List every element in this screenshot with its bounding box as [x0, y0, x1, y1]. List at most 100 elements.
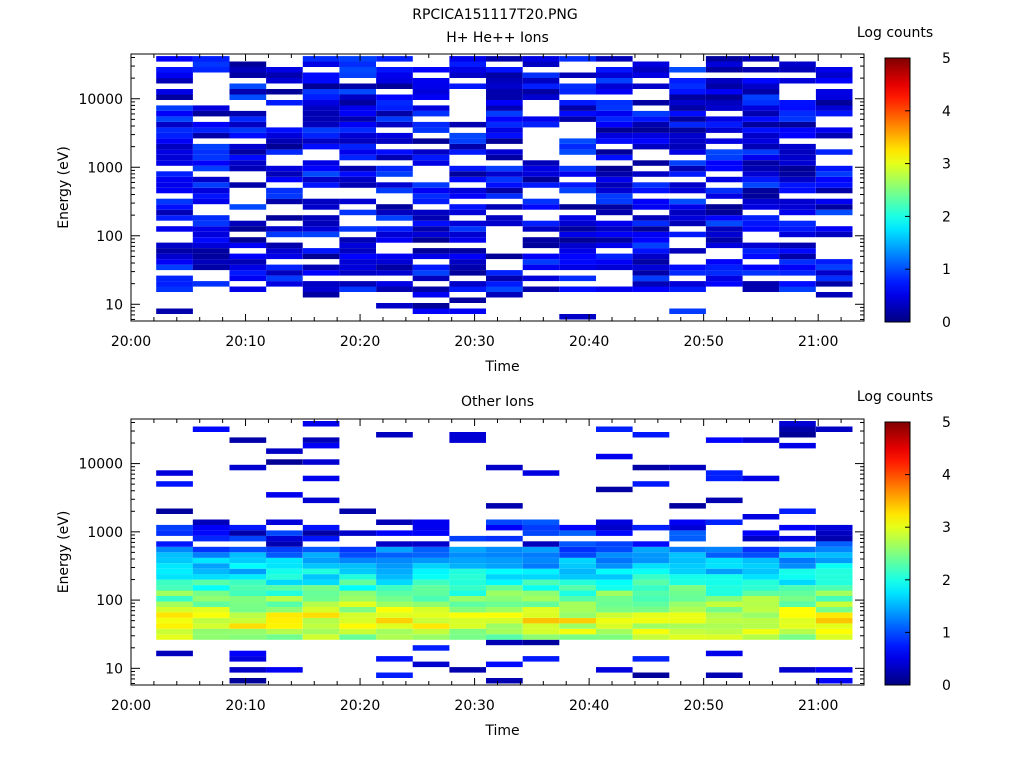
heatmap-cell [486, 220, 523, 227]
heatmap-cell [486, 552, 523, 558]
heatmap-cell [192, 121, 230, 128]
heatmap-cell [742, 94, 780, 100]
heatmap-cell [705, 590, 743, 596]
heatmap-cell [156, 259, 193, 265]
heatmap-cell [559, 83, 596, 89]
heatmap-cell [192, 426, 230, 432]
heatmap-cell [632, 259, 670, 265]
heatmap-cell [632, 590, 670, 596]
heatmap-cell [229, 165, 267, 172]
colorbar-tick-label: 1 [942, 262, 951, 278]
heatmap-cell [449, 187, 486, 194]
heatmap-cell [559, 231, 596, 238]
heatmap-cell [229, 270, 267, 276]
heatmap-cell [669, 248, 706, 254]
heatmap-cell [376, 253, 413, 260]
heatmap-cell [339, 612, 376, 618]
heatmap-cell [596, 546, 633, 553]
heatmap-cell [376, 270, 413, 276]
heatmap-cell [266, 596, 303, 602]
heatmap-cell [779, 160, 816, 166]
heatmap-cell [229, 524, 267, 531]
heatmap-cell [339, 623, 376, 629]
heatmap-cell [522, 286, 560, 292]
heatmap-cell [705, 264, 743, 271]
heatmap-cell [815, 601, 853, 607]
heatmap-cell [156, 143, 193, 150]
heatmap-cell [339, 248, 376, 254]
heatmap-cell [815, 72, 853, 78]
heatmap-cell [229, 606, 267, 613]
heatmap-cell [632, 116, 670, 122]
heatmap-cell [669, 231, 706, 238]
heatmap-cell [229, 127, 267, 133]
heatmap-cell [156, 72, 193, 78]
x-tick-label: 20:50 [683, 698, 723, 714]
heatmap-cell [192, 579, 230, 586]
heatmap-cell [742, 585, 780, 591]
heatmap-cell [302, 442, 340, 449]
heatmap-cell [339, 546, 376, 553]
heatmap-cell [156, 601, 193, 607]
heatmap-cell [339, 67, 376, 73]
heatmap-cell [412, 617, 450, 624]
heatmap-cell [266, 270, 303, 276]
heatmap-cell [156, 623, 193, 629]
heatmap-cell [742, 121, 780, 128]
heatmap-cell [815, 176, 853, 183]
y-tick-label: 10000 [78, 92, 123, 108]
heatmap-cell [669, 579, 706, 586]
heatmap-cell [156, 187, 193, 194]
heatmap-cell [522, 568, 560, 575]
heatmap-cell [742, 100, 780, 106]
heatmap-cell [339, 579, 376, 586]
heatmap-cell [192, 628, 230, 635]
heatmap-cells [156, 421, 853, 684]
heatmap-cell [596, 100, 633, 106]
heatmap-cell [632, 617, 670, 624]
colorbar-gradient [884, 57, 911, 323]
heatmap-cell [779, 617, 816, 624]
heatmap-cell [412, 226, 450, 232]
heatmap-cell [412, 606, 450, 613]
heatmap-cell [192, 154, 230, 161]
heatmap-cell [302, 165, 340, 172]
heatmap-cell [266, 171, 303, 177]
heatmap-cell [522, 56, 560, 62]
heatmap-cell [376, 83, 413, 89]
heatmap-cell [779, 606, 816, 613]
heatmap-cell [522, 242, 560, 249]
heatmap-cell [156, 590, 193, 596]
heatmap-cell [266, 176, 303, 183]
heatmap-cell [596, 264, 633, 271]
heatmap-cell [742, 514, 780, 520]
heatmap-cell [229, 552, 267, 558]
heatmap-cell [486, 67, 523, 73]
heatmap-cell [192, 563, 230, 569]
heatmap-cell [156, 209, 193, 216]
heatmap-cell [669, 601, 706, 607]
heatmap-cell [742, 204, 780, 210]
heatmap-cell [412, 286, 450, 292]
heatmap-cell [705, 56, 743, 62]
heatmap-cell [376, 182, 413, 188]
heatmap-cell [559, 612, 596, 618]
heatmap-cell [412, 645, 450, 651]
heatmap-cell [486, 574, 523, 580]
heatmap-cell [302, 116, 340, 122]
heatmap-cell [559, 259, 596, 265]
heatmap-cell [779, 110, 816, 117]
heatmap-cell [815, 530, 853, 536]
heatmap-cell [779, 182, 816, 188]
heatmap-cell [156, 574, 193, 580]
heatmap-cell [192, 182, 230, 188]
heatmap-cell [266, 492, 303, 498]
colorbar-tick-label: 4 [942, 468, 951, 484]
heatmap-cell [815, 552, 853, 558]
heatmap-cell [156, 204, 193, 210]
heatmap-cell [486, 579, 523, 586]
heatmap-cell [156, 612, 193, 618]
heatmap-cell [559, 220, 596, 227]
colorbar-tick-label: 0 [942, 315, 951, 331]
heatmap-cell [669, 623, 706, 629]
